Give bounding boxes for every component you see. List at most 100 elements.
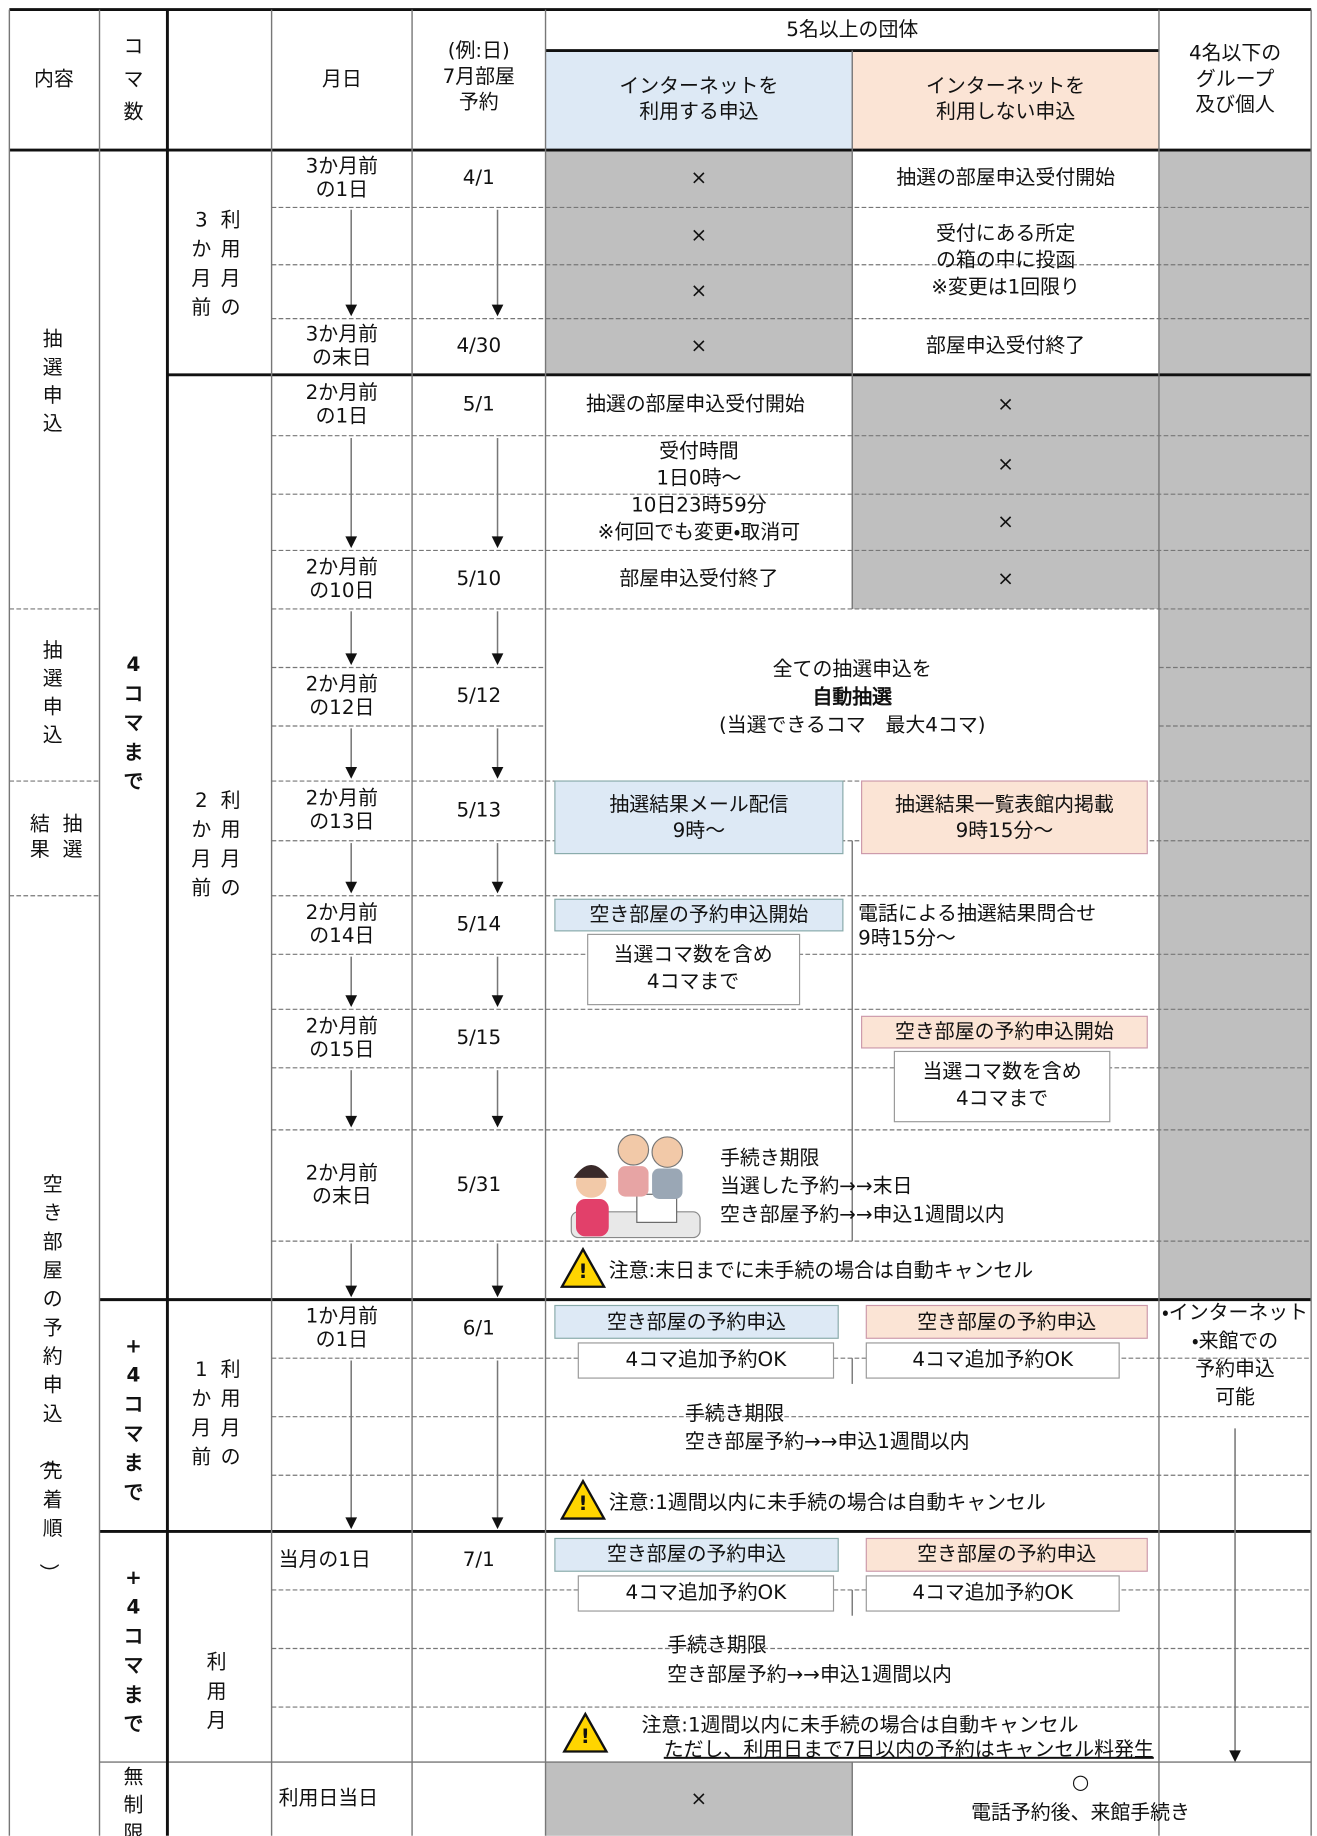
header-label: グループ xyxy=(1196,67,1274,90)
header-label: 月日 xyxy=(322,67,362,90)
lottery-text: 全ての抽選申込を xyxy=(773,657,932,680)
example-date: 5/14 xyxy=(456,913,501,936)
schedule-text: 電話による抽選結果問合せ xyxy=(858,902,1096,925)
elder-head xyxy=(617,1133,650,1166)
header-label: 内容 xyxy=(34,67,74,90)
closed-cell xyxy=(1158,150,1312,1300)
cross-mark: × xyxy=(691,224,708,247)
date-label: 3か月前 xyxy=(306,155,378,178)
date-label: 当月の1日 xyxy=(279,1548,371,1571)
ok-box xyxy=(577,1575,835,1612)
date-label: の10日 xyxy=(309,579,374,602)
schedule-text: ※何回でも変更・取消可 xyxy=(598,520,800,543)
date-label: の14日 xyxy=(309,924,374,947)
arrow-head xyxy=(345,995,358,1007)
schedule-text: 手続き期限 xyxy=(667,1634,767,1657)
header-label: (例:日) xyxy=(448,39,510,62)
cross-mark: × xyxy=(997,452,1014,475)
example-date: 5/15 xyxy=(456,1026,501,1049)
date-label: 2か月前 xyxy=(306,673,378,696)
example-date: 5/13 xyxy=(456,798,501,821)
arrow-head xyxy=(345,1517,358,1530)
header-label: 5名以上の団体 xyxy=(786,18,918,41)
content-label: 空き部屋の予約申込（先着順） xyxy=(38,1172,63,1583)
example-date: 5/10 xyxy=(456,567,501,590)
schedule-text: ・来館での xyxy=(1192,1329,1278,1352)
warning-text: 注意:1週間以内に未手続の場合は自動キャンセル xyxy=(609,1491,1046,1514)
staff-hair xyxy=(573,1165,609,1178)
schedule-text: 抽選の部屋申込受付開始 xyxy=(586,393,805,416)
limit-box xyxy=(587,933,801,1006)
content-label: 抽選申込 xyxy=(43,639,63,746)
date-label: 2か月前 xyxy=(306,555,378,578)
header-no-internet-fill xyxy=(852,50,1159,151)
header-label: インターネットを xyxy=(619,74,778,97)
koma-label: 4 コマまで xyxy=(124,653,144,793)
schedule-text: 当選コマ数を含め xyxy=(923,1060,1082,1083)
schedule-text: 9時15分～ xyxy=(858,927,956,950)
header-label: 7月部屋 xyxy=(443,65,515,88)
schedule-text: 空き部屋の予約申込 xyxy=(607,1311,786,1334)
header-label: 4名以下の xyxy=(1189,42,1281,65)
date-label: の末日 xyxy=(312,1185,372,1208)
schedule-text: 4コマまで xyxy=(956,1087,1048,1110)
schedule-text: 部屋申込受付終了 xyxy=(619,567,778,590)
schedule-text: 空き部屋の予約申込開始 xyxy=(589,903,808,926)
date-label: 2か月前 xyxy=(306,1161,378,1184)
koma-label: +4 コマまで xyxy=(124,1566,144,1735)
arrow-head xyxy=(491,995,504,1007)
elder-head xyxy=(651,1136,684,1168)
date-label: の15日 xyxy=(309,1038,374,1061)
cross-mark: × xyxy=(997,510,1014,533)
header-label: 及び個人 xyxy=(1195,93,1275,116)
closed-cell xyxy=(545,150,853,375)
label-box xyxy=(554,1304,839,1339)
arrow-head xyxy=(491,536,504,549)
warning-mark: ! xyxy=(578,1492,587,1515)
schedule-text: 抽選結果メール配信 xyxy=(609,793,788,816)
warning-mark: ! xyxy=(578,1260,587,1283)
staff-body xyxy=(575,1198,609,1237)
schedule-text: ○ xyxy=(1072,1771,1089,1794)
schedule-text: 電話予約後、来館手続き xyxy=(971,1801,1190,1824)
ok-box xyxy=(865,1342,1120,1379)
label-box xyxy=(865,1304,1148,1339)
date-label: の12日 xyxy=(309,696,374,719)
header-label: インターネットを xyxy=(926,74,1085,97)
arrow-head xyxy=(491,1115,504,1128)
example-date: 5/12 xyxy=(456,684,501,707)
warning-text: 注意:末日までに未手続の場合は自動キャンセル xyxy=(609,1259,1033,1282)
date-label: 2か月前 xyxy=(306,901,378,924)
arrow-head xyxy=(345,1115,358,1128)
schedule-text: 部屋申込受付終了 xyxy=(926,334,1085,357)
date-label: 3か月前 xyxy=(306,323,378,346)
result-box xyxy=(861,780,1148,855)
arrow-head xyxy=(345,536,358,549)
arrow-head xyxy=(345,304,358,317)
arrow-head xyxy=(345,766,358,779)
date-label: 2か月前 xyxy=(306,381,378,404)
schedule-text: ※変更は1回限り xyxy=(931,276,1080,299)
arrow-head xyxy=(491,653,504,666)
cross-mark: × xyxy=(997,567,1014,590)
example-date: 4/30 xyxy=(456,334,501,357)
period-label: 利用月の1 か月前 xyxy=(191,1357,240,1468)
arrow-head xyxy=(491,1285,504,1298)
date-label: の13日 xyxy=(309,810,374,833)
date-label: の1日 xyxy=(316,178,368,201)
date-label: 2か月前 xyxy=(306,787,378,810)
date-label: の1日 xyxy=(316,1328,368,1351)
schedule-text: 4コマ追加予約OK xyxy=(626,1348,788,1371)
elder-body xyxy=(652,1168,683,1199)
label-box xyxy=(554,898,844,932)
cross-mark: × xyxy=(691,166,708,189)
lottery-text: (当選できるコマ 最大4コマ) xyxy=(719,714,985,737)
cross-mark: × xyxy=(691,334,708,357)
elder-body xyxy=(618,1166,649,1197)
schedule-text: 9時15分～ xyxy=(956,819,1054,842)
date-label: の1日 xyxy=(316,404,368,427)
period-label: 利用月の2 か月前 xyxy=(191,788,240,899)
schedule-text: 空き部屋予約→→申込1週間以内 xyxy=(720,1203,1005,1226)
example-date: 5/31 xyxy=(456,1173,501,1196)
